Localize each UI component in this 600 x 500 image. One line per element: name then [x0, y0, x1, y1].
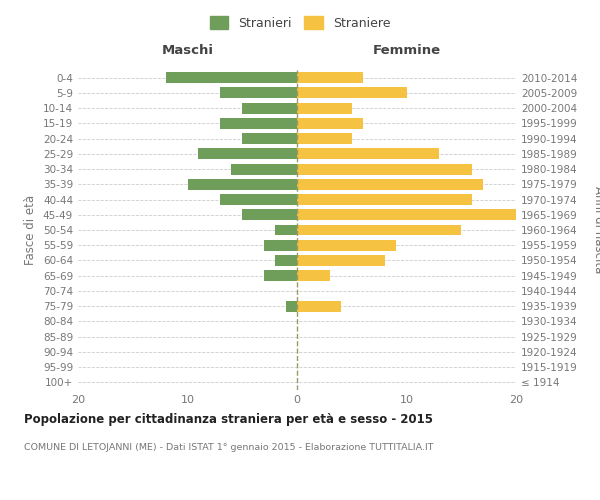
Bar [199, 148, 297, 160]
Bar [242, 133, 297, 144]
Text: Maschi: Maschi [161, 44, 214, 58]
Text: COMUNE DI LETOJANNI (ME) - Dati ISTAT 1° gennaio 2015 - Elaborazione TUTTITALIA.: COMUNE DI LETOJANNI (ME) - Dati ISTAT 1°… [24, 442, 433, 452]
Bar [286, 300, 297, 312]
Bar [297, 148, 439, 160]
Bar [242, 102, 297, 114]
Bar [166, 72, 297, 83]
Bar [220, 194, 297, 205]
Bar [297, 72, 363, 83]
Bar [297, 164, 472, 174]
Bar [297, 240, 395, 250]
Bar [297, 255, 385, 266]
Bar [264, 240, 297, 250]
Text: Popolazione per cittadinanza straniera per età e sesso - 2015: Popolazione per cittadinanza straniera p… [24, 412, 433, 426]
Bar [297, 270, 330, 281]
Bar [297, 118, 363, 129]
Bar [220, 88, 297, 99]
Y-axis label: Anni di nascita: Anni di nascita [592, 186, 600, 274]
Bar [297, 88, 407, 99]
Legend: Stranieri, Straniere: Stranieri, Straniere [205, 11, 395, 35]
Bar [232, 164, 297, 174]
Bar [297, 133, 352, 144]
Bar [297, 210, 516, 220]
Bar [188, 179, 297, 190]
Bar [297, 300, 341, 312]
Bar [297, 179, 483, 190]
Bar [242, 210, 297, 220]
Y-axis label: Fasce di età: Fasce di età [25, 195, 37, 265]
Bar [275, 255, 297, 266]
Bar [297, 194, 472, 205]
Bar [297, 224, 461, 235]
Bar [297, 102, 352, 114]
Bar [275, 224, 297, 235]
Bar [264, 270, 297, 281]
Bar [220, 118, 297, 129]
Text: Femmine: Femmine [373, 44, 440, 58]
